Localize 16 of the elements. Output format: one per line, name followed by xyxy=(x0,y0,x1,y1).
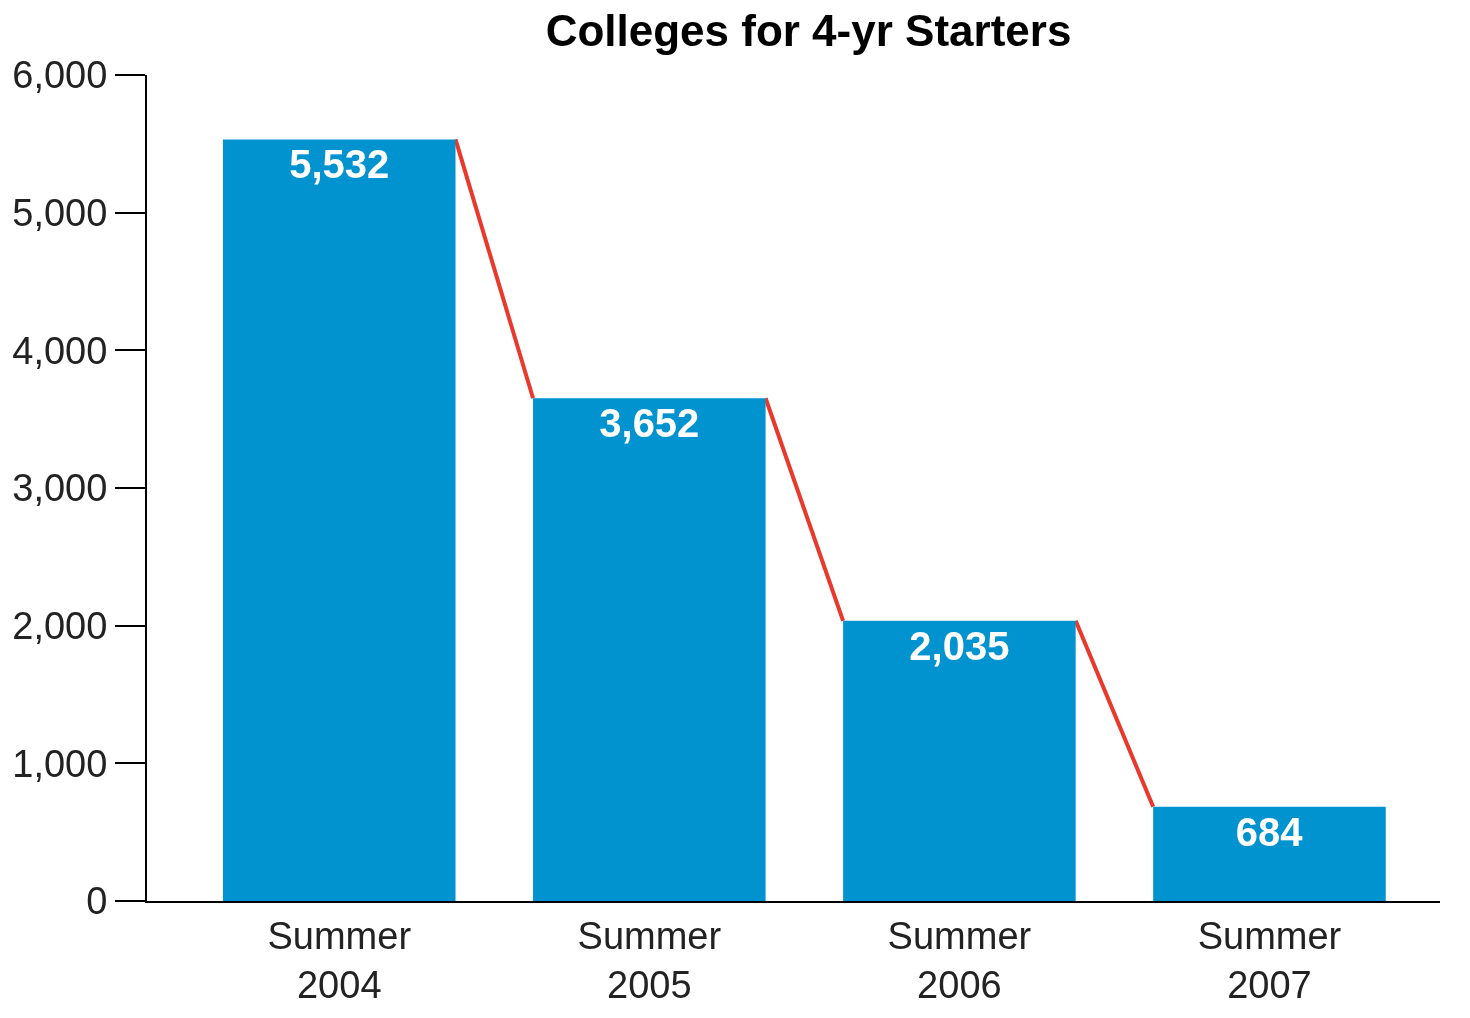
data-label: 5,532 xyxy=(289,142,390,187)
data-label: 684 xyxy=(1235,809,1304,854)
data-label: 2,035 xyxy=(909,623,1010,668)
x-tick-label: Summer 2005 xyxy=(577,914,722,1006)
y-tick-label: 1,000 xyxy=(12,742,108,785)
y-tick-label: 4,000 xyxy=(12,329,108,372)
x-tick-label: Summer 2007 xyxy=(1197,914,1342,1006)
y-tick-label: 6,000 xyxy=(12,54,108,97)
x-tick-label: Summer 2006 xyxy=(887,914,1032,1006)
y-tick-label: 3,000 xyxy=(12,467,108,510)
x-tick-label: Summer 2004 xyxy=(267,914,412,1006)
chart-title: Colleges for 4-yr Starters xyxy=(545,6,1072,56)
y-tick-label: 5,000 xyxy=(12,191,108,234)
y-tick-label: 0 xyxy=(86,880,108,923)
data-label: 3,652 xyxy=(599,401,700,446)
y-tick-label: 2,000 xyxy=(12,604,108,647)
